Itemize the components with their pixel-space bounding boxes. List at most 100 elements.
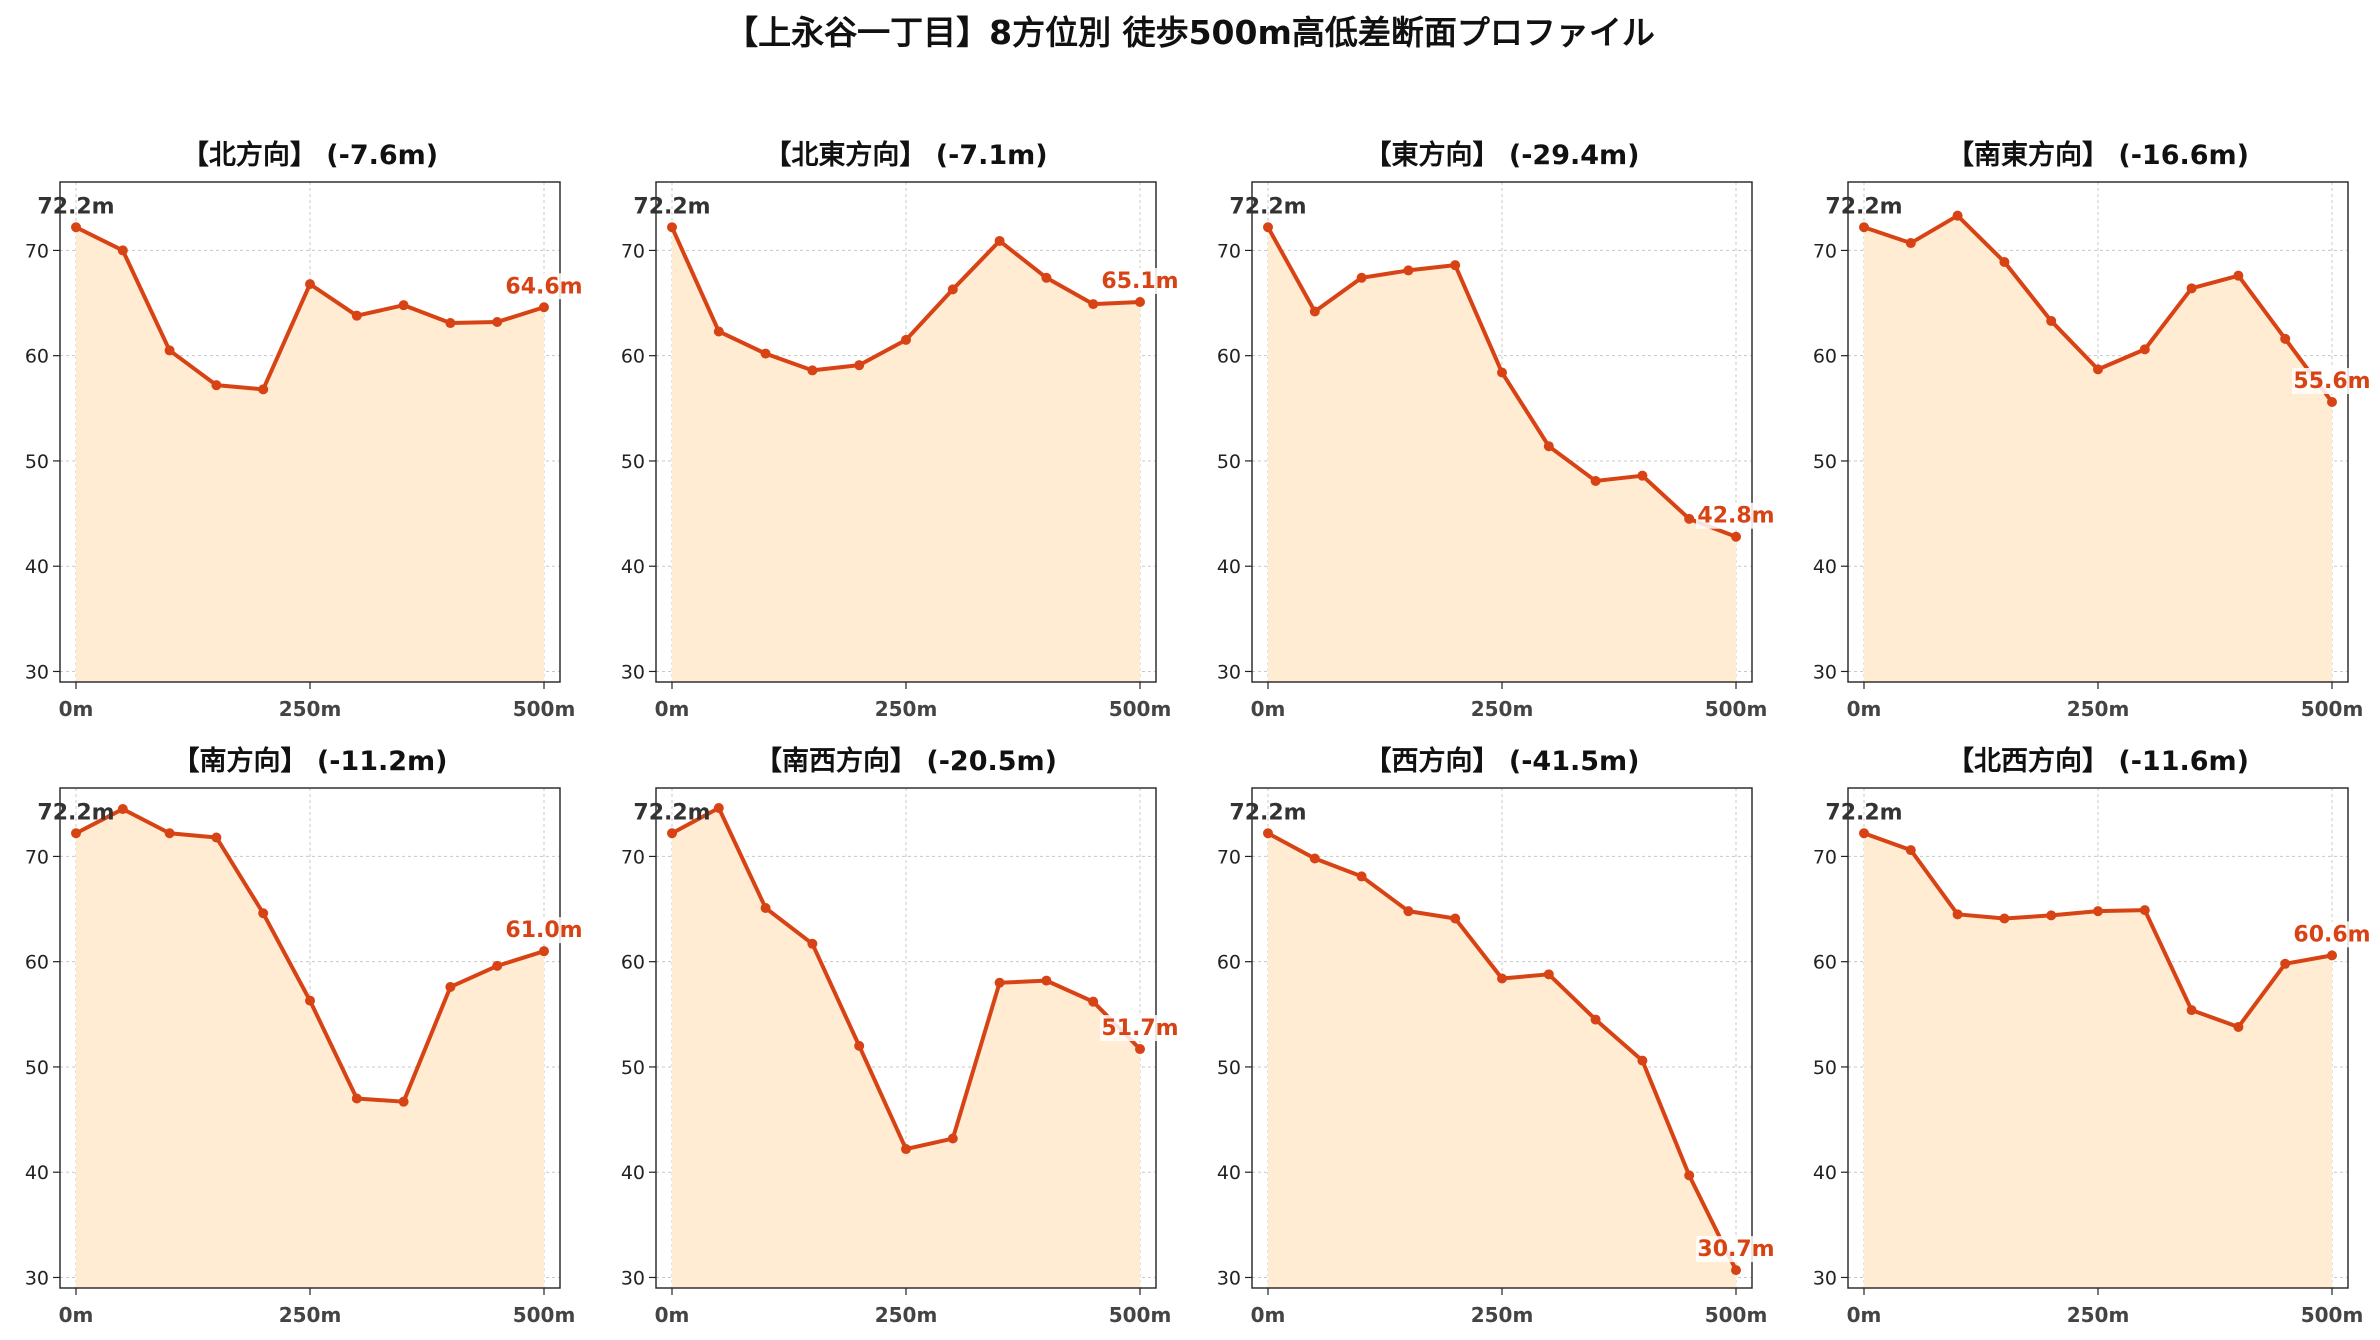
data-point: [1905, 845, 1916, 856]
start-elevation-label: 72.2m: [1825, 194, 1902, 219]
start-elevation-label: 72.2m: [633, 800, 710, 825]
data-point: [947, 284, 958, 295]
y-tick-label: 60: [621, 952, 645, 974]
subplot-title: 【南東方向】 (-16.6m): [1947, 139, 2249, 171]
data-point: [351, 310, 362, 321]
data-point: [211, 380, 222, 391]
data-point: [1731, 531, 1741, 542]
y-tick-label: 40: [621, 556, 645, 578]
data-point: [445, 318, 456, 329]
subplot-5: 【南方向】 (-11.2m) 30 40 50 60 70 0m 250m 500m 72.2m 6…: [25, 745, 584, 1327]
end-label-background: [1100, 1015, 1180, 1042]
data-point: [2327, 950, 2337, 961]
data-point: [117, 804, 128, 815]
y-tick-label: 70: [1813, 846, 1837, 868]
data-point: [539, 946, 549, 957]
y-tick-label: 50: [1813, 451, 1837, 473]
data-point: [1590, 475, 1601, 486]
elevation-area: [1268, 833, 1736, 1288]
data-point: [1952, 210, 1963, 221]
x-tick-label: 500m: [513, 1303, 576, 1327]
end-elevation-label: 51.7m: [1101, 1016, 1178, 1041]
data-point: [854, 1040, 865, 1051]
subplot-title: 【西方向】 (-41.5m): [1364, 745, 1639, 777]
data-point: [1731, 1265, 1741, 1276]
data-point: [1999, 257, 2010, 267]
x-tick-label: 250m: [279, 1303, 342, 1327]
data-point: [1135, 1044, 1145, 1055]
y-tick-label: 50: [621, 451, 645, 473]
end-label-background: [1696, 1236, 1776, 1263]
y-tick-label: 30: [1813, 661, 1837, 683]
subplot-title: 【北東方向】 (-7.1m): [764, 139, 1047, 171]
data-point: [1263, 222, 1273, 233]
subplot-title: 【南西方向】 (-20.5m): [755, 745, 1057, 777]
data-point: [1356, 272, 1367, 283]
x-tick-label: 250m: [875, 1303, 938, 1327]
y-tick-label: 60: [621, 346, 645, 368]
data-point: [1543, 969, 1554, 980]
data-point: [258, 908, 269, 919]
y-tick-label: 50: [25, 451, 49, 473]
x-tick-label: 500m: [1705, 1303, 1768, 1327]
y-tick-label: 40: [1217, 556, 1241, 578]
elevation-area: [76, 227, 544, 682]
end-label-background: [2292, 921, 2372, 948]
data-point: [2280, 333, 2291, 344]
end-label-background: [1696, 502, 1776, 529]
subplot-2: 【北東方向】 (-7.1m) 30 40 50 60 70 0m 250m 500m 72.2m 6…: [621, 139, 1180, 721]
x-tick-label: 500m: [2301, 697, 2364, 721]
start-elevation-label: 72.2m: [1825, 800, 1902, 825]
y-tick-label: 60: [1217, 952, 1241, 974]
data-point: [2186, 1005, 2197, 1016]
elevation-area: [672, 227, 1140, 682]
x-tick-label: 500m: [1109, 1303, 1172, 1327]
x-tick-label: 0m: [1251, 1303, 1286, 1327]
data-point: [117, 245, 128, 256]
start-elevation-label: 72.2m: [1229, 800, 1306, 825]
data-point: [901, 334, 911, 345]
data-point: [398, 1096, 409, 1107]
data-point: [760, 903, 771, 913]
data-point: [492, 317, 503, 327]
x-tick-label: 0m: [1847, 1303, 1882, 1327]
data-point: [994, 977, 1005, 988]
end-label-background: [1100, 268, 1180, 294]
y-tick-label: 70: [1813, 240, 1837, 262]
x-tick-label: 0m: [59, 1303, 94, 1327]
subplot-1: 【北方向】 (-7.6m) 30 40 50 60 70 0m 250m 500m 72.2m 64…: [25, 139, 584, 721]
x-tick-label: 250m: [2067, 1303, 2130, 1327]
x-tick-label: 500m: [1109, 697, 1172, 721]
y-tick-label: 50: [1813, 1057, 1837, 1079]
data-point: [1135, 297, 1145, 307]
start-elevation-label: 72.2m: [633, 194, 710, 219]
data-point: [211, 832, 222, 843]
data-point: [1403, 906, 1414, 917]
start-elevation-label: 72.2m: [37, 800, 114, 825]
end-label-background: [504, 917, 584, 944]
y-tick-label: 30: [1217, 661, 1241, 683]
subplot-title: 【北方向】 (-7.6m): [182, 139, 438, 171]
end-elevation-label: 42.8m: [1697, 504, 1774, 529]
end-elevation-label: 60.6m: [2293, 922, 2370, 947]
data-point: [901, 1144, 911, 1155]
data-point: [1590, 1014, 1601, 1025]
subplot-8: 【北西方向】 (-11.6m) 30 40 50 60 70 0m 250m 500m 72.2m…: [1813, 745, 2372, 1327]
subplot-4: 【南東方向】 (-16.6m) 30 40 50 60 70 0m 250m 500m 72.2m…: [1813, 139, 2372, 721]
data-point: [1637, 470, 1648, 481]
data-point: [1497, 367, 1507, 378]
data-point: [71, 222, 81, 233]
end-elevation-label: 61.0m: [505, 918, 582, 943]
data-point: [1543, 441, 1554, 452]
end-elevation-label: 30.7m: [1697, 1237, 1774, 1262]
data-point: [994, 235, 1005, 246]
end-label-background: [2292, 368, 2372, 394]
data-point: [2327, 397, 2337, 407]
y-tick-label: 40: [1217, 1162, 1241, 1184]
data-point: [713, 326, 724, 337]
x-tick-label: 250m: [875, 697, 938, 721]
data-point: [2186, 283, 2197, 294]
data-point: [667, 222, 677, 233]
data-point: [667, 828, 677, 839]
